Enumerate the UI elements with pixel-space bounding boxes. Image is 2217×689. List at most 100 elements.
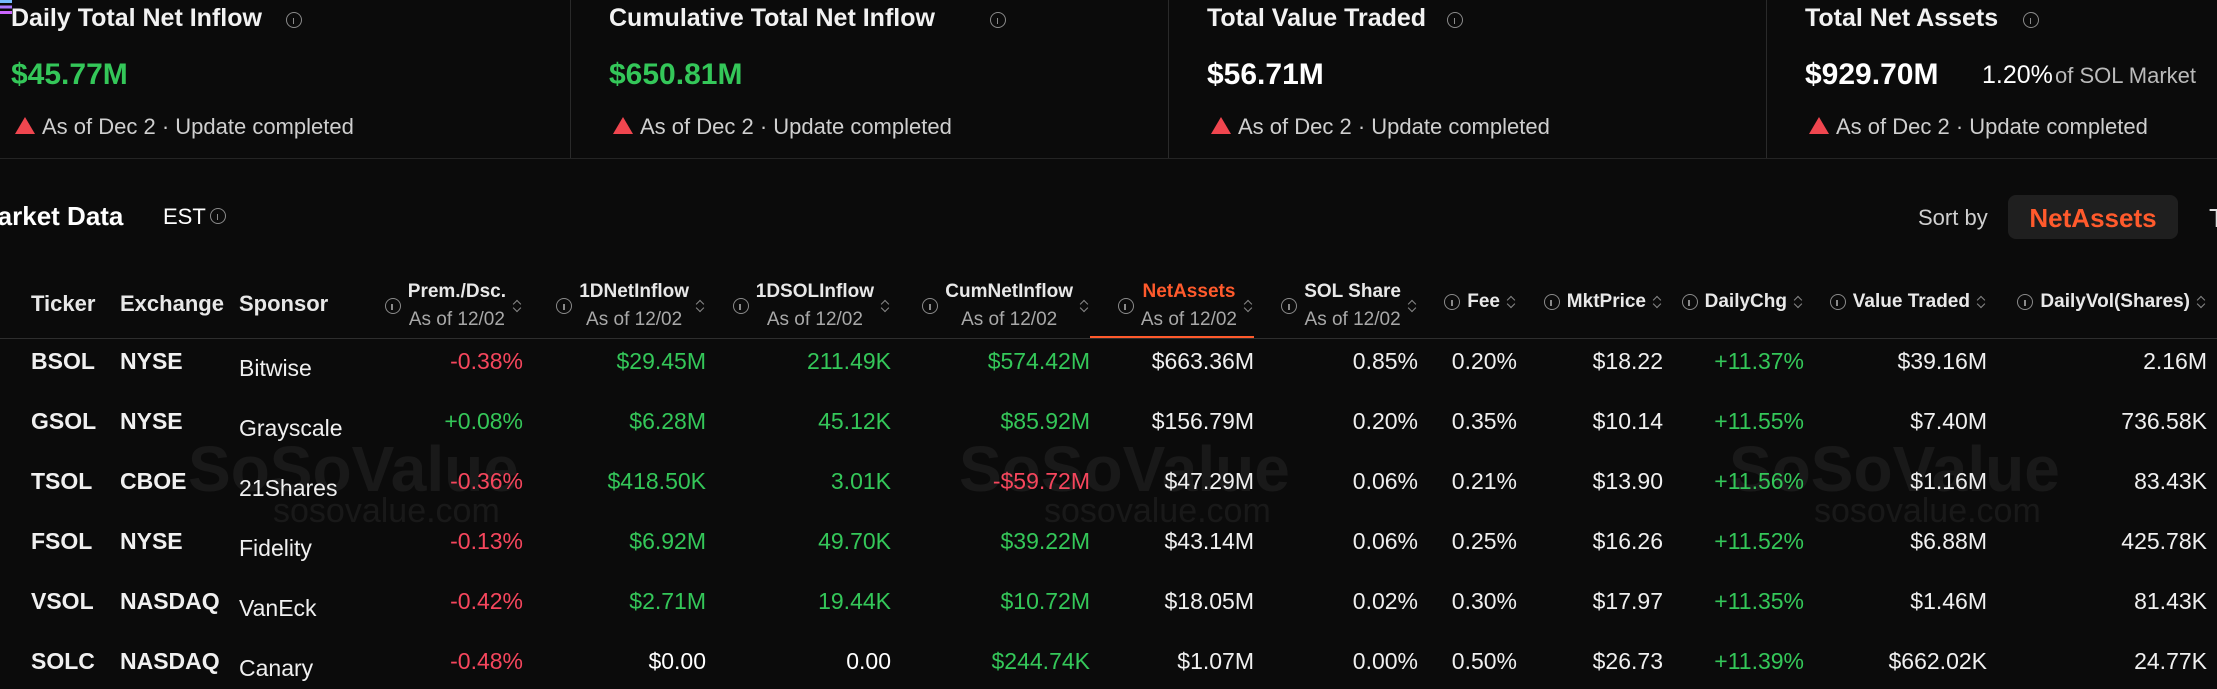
cell: -0.13% (450, 528, 523, 554)
cell: 0.30% (1451, 588, 1517, 614)
card-note: As of Dec 2 · Update completed (640, 114, 952, 139)
card-value: $45.77M (11, 58, 128, 91)
card-note: As of Dec 2 · Update completed (1836, 114, 2148, 139)
cell: +11.56% (1714, 468, 1804, 494)
column-label: 1DSOLInflow (755, 281, 874, 302)
cell: 0.25% (1451, 528, 1517, 554)
cell: 81.43K (2134, 588, 2207, 614)
cell: $1.16M (1910, 468, 1987, 494)
cell: $574.42M (987, 348, 1090, 374)
header-text: 1DSOLInflow As of 12/02 (756, 281, 874, 331)
sponsor: Bitwise (239, 355, 312, 381)
column-header: Sponsor (239, 291, 329, 316)
column-header[interactable]: Value Traded (1829, 291, 1985, 313)
column-sub: As of 12/02 (961, 309, 1058, 330)
column-header[interactable]: DailyVol(Shares) (2017, 291, 2205, 313)
cell: 0.02% (1352, 588, 1418, 614)
cell: $16.26 (1592, 528, 1663, 554)
sort-button[interactable]: NetAssets (2008, 195, 2178, 239)
sponsor: 21Shares (239, 475, 338, 501)
column-label: DailyVol(Shares) (2040, 291, 2190, 312)
header-text: CumNetInflow As of 12/02 (945, 281, 1073, 331)
cell: $10.72M (1000, 588, 1090, 614)
info-icon (1444, 294, 1461, 310)
cell: $17.97 (1592, 588, 1663, 614)
warning-icon (613, 117, 633, 134)
info-icon (556, 298, 573, 314)
column-header[interactable]: Prem./Dsc. As of 12/02 (384, 281, 521, 331)
cell: $13.90 (1592, 468, 1663, 494)
cell: $6.28M (629, 408, 706, 434)
info-icon (1281, 298, 1298, 314)
cell: 2.16M (2143, 348, 2207, 374)
cell: +11.37% (1714, 348, 1804, 374)
header-text: NetAssets As of 12/02 (1141, 281, 1237, 331)
header-text: Fee (1467, 291, 1500, 313)
cell: $244.74K (991, 648, 1090, 674)
sponsor: VanEck (239, 595, 317, 621)
info-icon (286, 12, 302, 28)
column-header: Exchange (120, 291, 224, 316)
header-border (0, 338, 2217, 339)
sort-arrows (1244, 299, 1252, 313)
column-sub: As of 12/02 (1140, 309, 1237, 330)
header-text: 1DNetInflow As of 12/02 (579, 281, 689, 331)
card-divider (1766, 0, 1767, 158)
column-header[interactable]: NetAssets As of 12/02 (1117, 281, 1252, 331)
column-header[interactable]: CumNetInflow As of 12/02 (922, 281, 1088, 331)
sort-arrows (1977, 295, 1985, 309)
card-title: Total Value Traded (1207, 4, 1427, 32)
cards-border (0, 158, 2217, 159)
info-icon (2017, 294, 2034, 310)
sort-arrows (881, 299, 889, 313)
column-header[interactable]: Fee (1444, 291, 1515, 313)
timezone: EST (163, 204, 206, 229)
header-text: Value Traded (1853, 291, 1970, 313)
cell: +11.39% (1714, 648, 1804, 674)
sort-arrows (696, 299, 704, 313)
cell: $47.29M (1164, 468, 1254, 494)
cell: $26.73 (1592, 648, 1663, 674)
cell: $1.46M (1910, 588, 1987, 614)
ticker: VSOL (31, 588, 94, 614)
sort-arrows (1653, 295, 1661, 309)
ticker: SOLC (31, 648, 95, 674)
exchange: NYSE (120, 348, 183, 374)
cell: $0.00 (648, 648, 706, 674)
column-header: Ticker (31, 291, 96, 316)
column-header[interactable]: DailyChg (1681, 291, 1802, 313)
cell: $418.50K (607, 468, 706, 494)
sort-option[interactable]: T (2209, 203, 2217, 233)
column-header[interactable]: 1DNetInflow As of 12/02 (556, 281, 704, 331)
column-label: Fee (1467, 291, 1500, 312)
info-icon (732, 298, 749, 314)
card-value: $56.71M (1207, 58, 1324, 91)
column-header[interactable]: SOL Share As of 12/02 (1281, 281, 1416, 331)
cell: $6.92M (629, 528, 706, 554)
cell: 425.78K (2121, 528, 2207, 554)
watermark-site: sosovalue.com (1044, 492, 1271, 530)
card-note: As of Dec 2 · Update completed (42, 114, 354, 139)
header-text: MktPrice (1567, 291, 1646, 313)
card-value: $650.81M (609, 58, 743, 91)
cell: 0.21% (1451, 468, 1517, 494)
column-sub: As of 12/02 (1304, 309, 1401, 330)
column-label: DailyChg (1704, 291, 1787, 312)
sort-arrows (1794, 295, 1802, 309)
ticker: TSOL (31, 468, 93, 494)
info-icon (210, 208, 226, 224)
cell: $18.22 (1592, 348, 1663, 374)
cell: 0.06% (1352, 468, 1418, 494)
sort-option[interactable]: NetAssets (2029, 203, 2157, 233)
info-icon (1447, 12, 1463, 28)
watermark-brand: SoSoValue (1729, 433, 2060, 505)
cell: 3.01K (830, 468, 891, 494)
cell: 0.00% (1352, 648, 1418, 674)
warning-icon (1211, 117, 1231, 134)
cell: $29.45M (616, 348, 706, 374)
column-header[interactable]: MktPrice (1543, 291, 1661, 313)
cell: -0.42% (450, 588, 523, 614)
cell: 45.12K (818, 408, 891, 434)
column-header[interactable]: 1DSOLInflow As of 12/02 (732, 281, 889, 331)
